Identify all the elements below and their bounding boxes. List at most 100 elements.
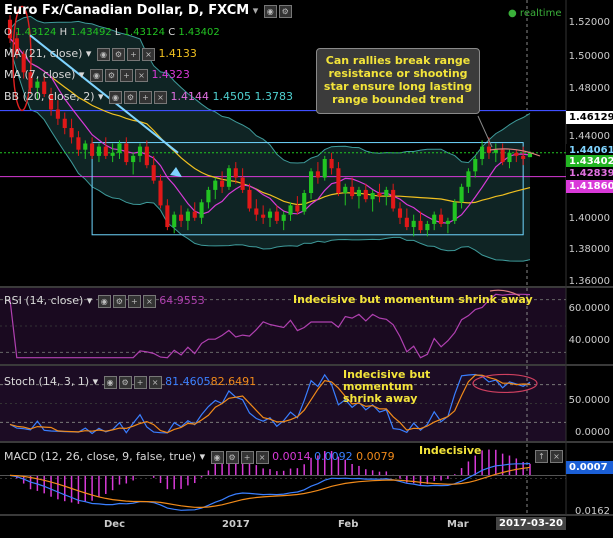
candle-body [226,168,231,187]
bb-label: BB (20, close, 2) [4,90,95,103]
high-value: 1.43492 [70,27,112,38]
bb-settings-icon[interactable]: ⚙ [124,90,138,104]
open-value: 1.43124 [15,27,57,38]
candle-body [397,208,403,218]
macd-eye-icon[interactable]: ◉ [210,450,224,464]
stoch-legend[interactable]: Stoch (14, 3, 1) ▾ ◉ ⚙ + × 81.460582.6491 [4,375,257,389]
candle-body [151,165,156,181]
candle-body [343,186,348,194]
candle-body [459,186,464,203]
open-label: O [4,27,12,38]
stoch-remove-icon[interactable]: × [148,375,162,389]
panel-close-icon[interactable]: × [550,450,563,463]
macd-line-value: 0.0092 [314,450,353,463]
candle-body [288,205,293,215]
callout-note: Can rallies break range resistance or sh… [316,48,480,114]
ma7-legend[interactable]: MA (7, close) ▾ ◉ ⚙ + × 1.4323 [4,68,190,82]
low-value: 1.43124 [123,27,165,38]
ma21-add-icon[interactable]: + [126,47,140,61]
ma21-settings-icon[interactable]: ⚙ [111,47,125,61]
close-value: 1.43402 [178,27,220,38]
candle-body [267,211,273,218]
price-tick: 1.52000 [568,17,610,28]
price-tag-last: 1.43402 [566,155,613,168]
settings-icon[interactable]: ⚙ [278,4,292,18]
rsi-legend[interactable]: RSI (14, close) ▾ ◉ ⚙ + × 64.9553 [4,294,205,308]
realtime-indicator: ● realtime [508,8,561,19]
candle-body [295,205,300,212]
bb-lower-value: 1.3783 [254,90,294,103]
macd-legend[interactable]: MACD (12, 26, close, 9, false, true) ▾ ◉… [4,450,395,464]
rsi-eye-icon[interactable]: ◉ [97,294,111,308]
ohlc-row: O 1.43124 H 1.43492 L 1.43124 C 1.43402 [4,27,220,38]
candle-body [192,211,197,218]
rsi-line [9,293,531,359]
ma7-remove-icon[interactable]: × [134,68,148,82]
macd-tick: 0.0162 [575,506,610,517]
chart-title[interactable]: Euro Fx/Canadian Dollar, D, FXCM [4,3,250,18]
bb-legend[interactable]: BB (20, close, 2) ▾ ◉ ⚙ + × 1.4144 1.4505 1… [4,90,294,104]
ma7-settings-icon[interactable]: ⚙ [104,68,118,82]
bb-add-icon[interactable]: + [139,90,153,104]
stoch-annotation: Indecisive but momentum shrink away [343,368,431,405]
rsi-settings-icon[interactable]: ⚙ [112,294,126,308]
title-dropdown-icon[interactable]: ▾ [252,4,259,17]
rsi-value: 64.9553 [159,294,205,307]
ma21-remove-icon[interactable]: × [141,47,155,61]
stoch-settings-icon[interactable]: ⚙ [118,375,132,389]
candle-body [521,155,526,159]
candle-body [137,146,143,156]
stoch-eye-icon[interactable]: ◉ [103,375,117,389]
ma7-add-icon[interactable]: + [119,68,133,82]
candle-body [493,149,498,153]
candle-body [158,180,163,206]
low-label: L [114,27,121,38]
ma7-eye-icon[interactable]: ◉ [89,68,103,82]
candle-body [384,189,389,197]
candle-body [144,146,149,166]
macd-hist-value: 0.0014 [272,450,311,463]
candle-body [42,81,47,94]
candle-body [411,220,416,228]
bb-eye-icon[interactable]: ◉ [109,90,123,104]
bb-remove-icon[interactable]: × [154,90,168,104]
candle-body [452,202,457,221]
price-curve-arrow [489,148,541,157]
macd-add-icon[interactable]: + [240,450,254,464]
candle-body [131,155,136,163]
rsi-remove-icon[interactable]: × [142,294,156,308]
price-tag-resistance: 1.46129 [566,111,613,124]
candle-body [76,137,81,150]
rsi-add-icon[interactable]: + [127,294,141,308]
candle-body [404,217,409,228]
price-tag-ma21: 1.41860 [566,180,613,193]
bb-upper-value: 1.4505 [212,90,252,103]
candle-body [473,158,478,172]
candle-body [432,214,437,224]
price-tick: 1.40000 [568,213,610,224]
candle-body [480,146,485,159]
x-label-mar: Mar [447,519,469,530]
eye-icon[interactable]: ◉ [263,4,277,18]
price-tick: 1.38000 [568,244,610,255]
candle-body [35,81,40,88]
candle-body [206,189,211,203]
candle-body [418,220,423,231]
ma21-eye-icon[interactable]: ◉ [96,47,110,61]
ma21-label: MA (21, close) [4,47,83,60]
candle-body [233,168,238,178]
trend-arrow-head [170,167,182,177]
ma21-legend[interactable]: MA (21, close) ▾ ◉ ⚙ + × 1.4133 [4,47,197,61]
candle-body [527,152,533,158]
macd-remove-icon[interactable]: × [255,450,269,464]
stoch-add-icon[interactable]: + [133,375,147,389]
candle-body [336,168,341,194]
candle-body [261,214,266,218]
macd-signal-value: 0.0079 [356,450,395,463]
panel-up-icon[interactable]: ↑ [535,450,548,463]
macd-settings-icon[interactable]: ⚙ [225,450,239,464]
stoch-highlight-ellipse [472,373,538,394]
x-label-dec: Dec [104,519,126,530]
trend-arrow-line [29,34,179,154]
macd-price-tag: 0.0007 [566,461,613,474]
